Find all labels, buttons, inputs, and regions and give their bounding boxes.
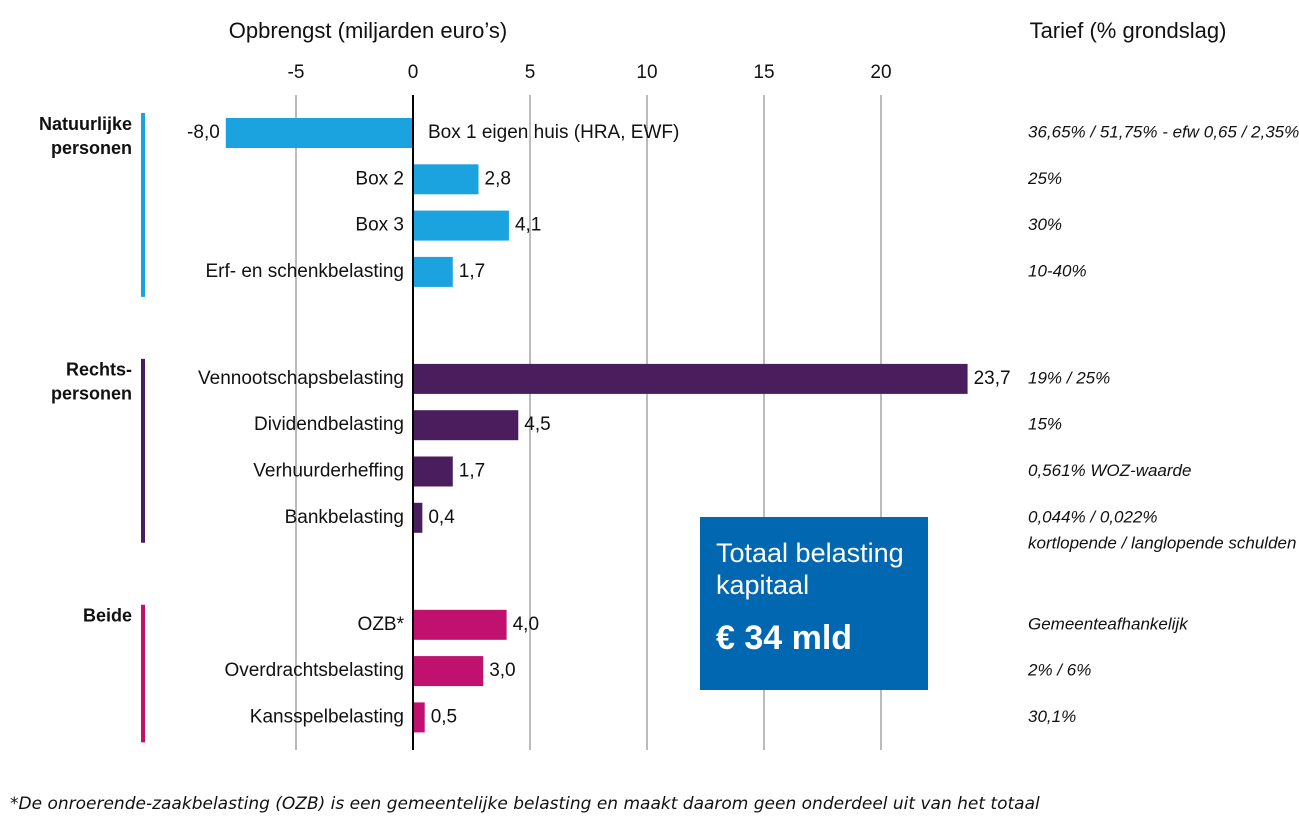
bar <box>413 656 484 687</box>
bar <box>225 118 413 148</box>
x-tick-label: 10 <box>636 62 657 83</box>
tariff-label: 0,044% / 0,022% <box>1028 507 1157 526</box>
group-label: personen <box>51 384 132 404</box>
x-tick-label: -5 <box>288 62 305 83</box>
value-label: 23,7 <box>974 368 1011 389</box>
x-tick-label: 0 <box>408 62 419 83</box>
value-label: 0,5 <box>431 706 457 727</box>
x-tick-label: 20 <box>870 62 891 83</box>
tariff-label: 10-40% <box>1028 261 1087 280</box>
value-label: 3,0 <box>489 660 515 681</box>
tariff-label: 36,65% / 51,75% - efw 0,65 / 2,35% <box>1028 122 1299 141</box>
category-label: Overdrachtsbelasting <box>224 660 404 681</box>
total-label: Totaal belasting kapitaal <box>716 538 904 600</box>
category-label: Box 1 eigen huis (HRA, EWF) <box>428 122 679 143</box>
value-label: 2,8 <box>485 168 511 189</box>
value-label: -8,0 <box>187 122 220 143</box>
bar <box>413 210 509 241</box>
bar <box>413 502 423 533</box>
bar <box>413 609 507 640</box>
group-label: personen <box>51 138 132 158</box>
category-label: Bankbelasting <box>285 507 404 528</box>
tariff-label: Gemeenteafhankelijk <box>1028 614 1189 633</box>
bar <box>413 256 453 287</box>
value-label: 0,4 <box>428 507 455 528</box>
category-label: Erf- en schenkbelasting <box>205 261 404 282</box>
total-value: € 34 mld <box>716 619 853 657</box>
category-label: Box 3 <box>355 215 404 236</box>
value-label: 4,5 <box>524 414 550 435</box>
bar <box>413 363 968 394</box>
tariff-label: kortlopende / langlopende schulden <box>1028 533 1296 552</box>
group-label: Rechts- <box>66 360 132 380</box>
x-tick-label: 5 <box>525 62 536 83</box>
bar <box>413 702 425 733</box>
category-label: Verhuurderheffing <box>253 461 404 482</box>
value-label: 1,7 <box>459 261 485 282</box>
footnote: *De onroerende-zaakbelasting (OZB) is ee… <box>10 794 1040 814</box>
tariff-title: Tarief (% grondslag) <box>1030 18 1227 43</box>
tariff-label: 2% / 6% <box>1027 661 1091 680</box>
category-label: Vennootschapsbelasting <box>198 368 404 389</box>
tariff-label: 30,1% <box>1028 707 1076 726</box>
bar <box>413 164 479 195</box>
total-box: Totaal belasting kapitaal € 34 mld <box>700 517 928 690</box>
category-label: Box 2 <box>355 168 404 189</box>
tariff-label: 25% <box>1027 169 1062 188</box>
category-label: Dividendbelasting <box>254 414 404 435</box>
group-label: Natuurlijke <box>39 114 132 134</box>
value-label: 1,7 <box>459 461 485 482</box>
value-label: 4,0 <box>513 614 539 635</box>
category-label: OZB* <box>358 614 405 635</box>
category-label: Kansspelbelasting <box>250 706 404 727</box>
tariff-label: 19% / 25% <box>1028 368 1110 387</box>
bar <box>413 456 453 487</box>
x-axis-title: Opbrengst (miljarden euro’s) <box>229 18 507 43</box>
group-label: Beide <box>83 606 132 626</box>
bar <box>413 410 519 441</box>
value-label: 4,1 <box>515 215 541 236</box>
x-tick-label: 15 <box>753 62 774 83</box>
tariff-label: 30% <box>1028 215 1062 234</box>
tariff-label: 0,561% WOZ-waarde <box>1028 461 1191 480</box>
tariff-label: 15% <box>1028 415 1062 434</box>
